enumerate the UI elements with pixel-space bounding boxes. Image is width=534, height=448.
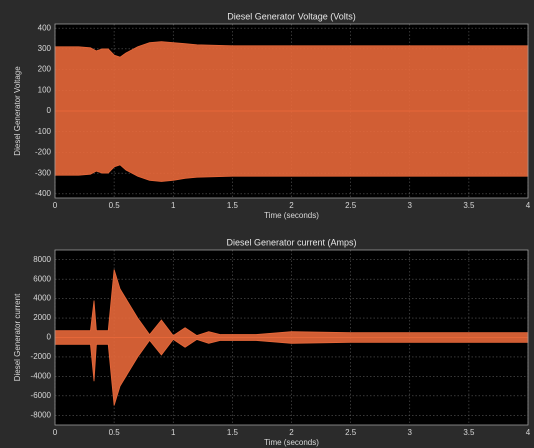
y-tick-label: 100 xyxy=(38,85,52,94)
y-axis-label: Diesel Generator Voltage xyxy=(13,66,22,156)
y-tick-label: 0 xyxy=(47,333,52,342)
y-tick-label: 300 xyxy=(38,44,52,53)
x-tick-label: 4 xyxy=(526,201,531,210)
y-tick-label: -6000 xyxy=(31,391,52,400)
signal-envelope xyxy=(54,337,529,406)
x-tick-label: 4 xyxy=(526,428,531,437)
plot-frame xyxy=(54,23,529,199)
y-tick-label: -300 xyxy=(35,168,52,177)
x-tick-label: 2.5 xyxy=(345,201,357,210)
x-tick-label: 2 xyxy=(289,201,294,210)
y-tick-label: 2000 xyxy=(33,313,51,322)
x-tick-label: 1.5 xyxy=(227,428,239,437)
x-tick-label: 1.5 xyxy=(227,201,239,210)
chart-title: Diesel Generator current (Amps) xyxy=(226,237,356,247)
x-tick-label: 2.5 xyxy=(345,428,357,437)
signal-envelope xyxy=(54,269,529,338)
x-tick-label: 1 xyxy=(171,201,176,210)
x-tick-label: 0 xyxy=(53,201,58,210)
x-tick-label: 1 xyxy=(171,428,176,437)
x-tick-label: 3.5 xyxy=(463,201,475,210)
x-tick-label: 3.5 xyxy=(463,428,475,437)
y-tick-label: 4000 xyxy=(33,294,51,303)
y-tick-label: -4000 xyxy=(31,371,52,380)
y-tick-label: -400 xyxy=(35,189,52,198)
x-axis-label: Time (seconds) xyxy=(264,438,319,447)
x-tick-label: 0 xyxy=(53,428,58,437)
x-tick-label: 3 xyxy=(408,201,413,210)
y-tick-label: -8000 xyxy=(31,410,52,419)
y-axis-label: Diesel Generator current xyxy=(13,293,22,381)
signal-envelope xyxy=(54,41,529,112)
signal-envelope xyxy=(54,110,529,182)
x-tick-label: 0.5 xyxy=(109,428,121,437)
x-axis-label: Time (seconds) xyxy=(264,211,319,220)
y-tick-label: 400 xyxy=(38,23,52,32)
y-tick-label: 0 xyxy=(47,106,52,115)
y-tick-label: 200 xyxy=(38,65,52,74)
x-tick-label: 0.5 xyxy=(109,201,121,210)
y-tick-label: 8000 xyxy=(33,255,51,264)
y-tick-label: 6000 xyxy=(33,274,51,283)
x-tick-label: 3 xyxy=(408,428,413,437)
chart-title: Diesel Generator Voltage (Volts) xyxy=(227,11,356,21)
y-tick-label: -100 xyxy=(35,127,52,136)
plot-frame xyxy=(54,249,529,426)
x-tick-label: 2 xyxy=(289,428,294,437)
y-tick-label: -200 xyxy=(35,148,52,157)
y-tick-label: -2000 xyxy=(31,352,52,361)
